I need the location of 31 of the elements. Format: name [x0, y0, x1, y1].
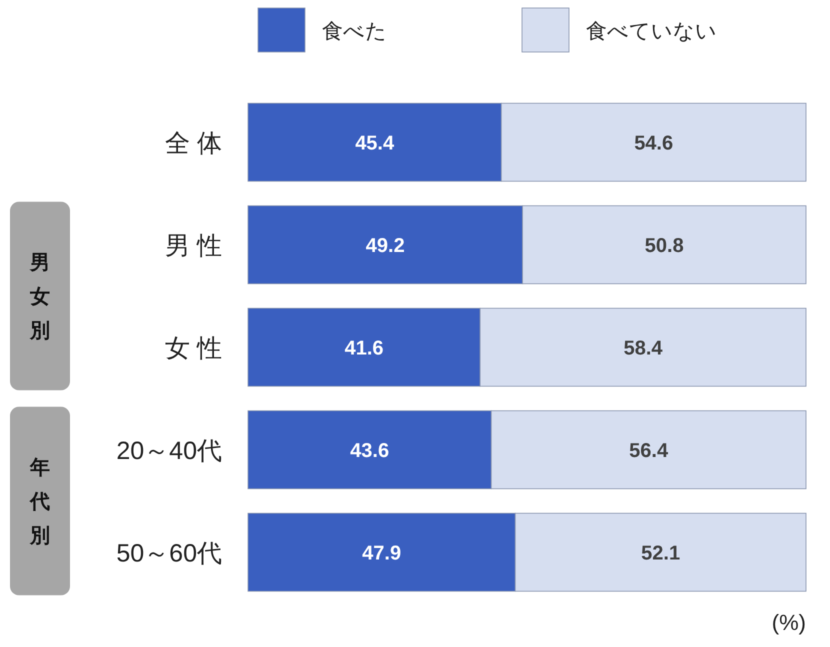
- data-label: 49.2: [366, 234, 405, 257]
- y-tick-label: 全 体: [165, 129, 222, 158]
- bar: [500, 102, 806, 182]
- y-tick-label: 男 性: [165, 232, 222, 260]
- group-label: 男女別: [10, 202, 70, 390]
- plot: 45.4 54.6 49.2 50.8 41.6 58.4 43.6 56.4 47.9 52.1: [248, 102, 806, 592]
- data-label: 54.6: [634, 132, 674, 154]
- data-label: 58.4: [624, 337, 664, 360]
- data-label: 43.6: [350, 440, 390, 462]
- bar: [514, 512, 806, 592]
- bar: [248, 512, 516, 592]
- bar: [248, 410, 492, 490]
- bar: [490, 410, 806, 490]
- bar: [248, 205, 523, 284]
- data-label: 47.9: [362, 542, 402, 564]
- data-label: 45.4: [355, 132, 395, 154]
- group-label: 年代別: [10, 406, 70, 596]
- y-tick-label: 女 性: [165, 334, 222, 362]
- bar: [248, 308, 481, 387]
- text: (%): [772, 610, 806, 635]
- bar: [480, 308, 806, 387]
- data-label: 52.1: [641, 542, 680, 564]
- data-label: 56.4: [629, 440, 669, 462]
- legend-label: 食べた: [322, 20, 387, 43]
- bar: [522, 205, 806, 284]
- data-label: 41.6: [344, 337, 384, 360]
- y-tick-label: 50～60代: [116, 539, 222, 568]
- y-tick-label: 20～40代: [116, 436, 222, 465]
- legend-label: 食べていない: [586, 20, 717, 43]
- data-label: 50.8: [644, 234, 684, 257]
- bar: [248, 102, 502, 182]
